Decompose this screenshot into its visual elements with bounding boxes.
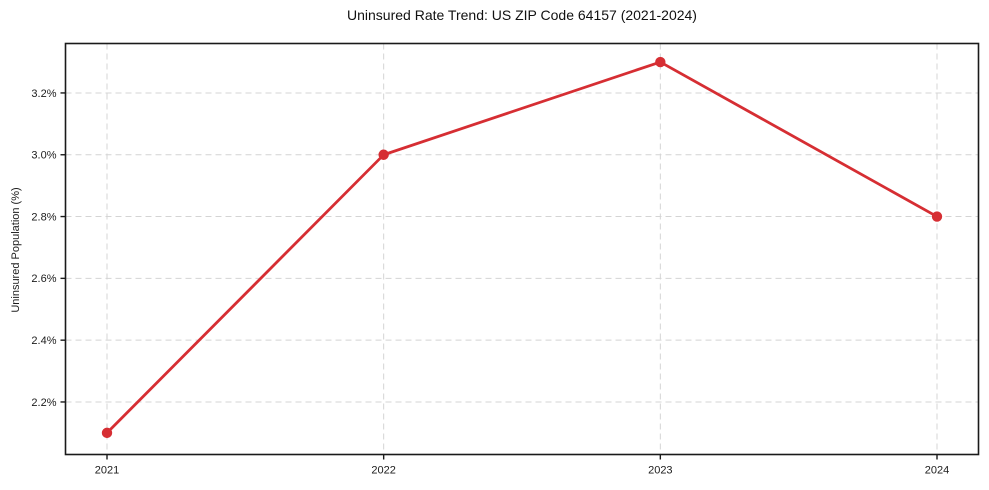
x-tick-label: 2022: [371, 465, 395, 477]
data-point: [101, 427, 113, 439]
y-tick-label: 2.6%: [31, 273, 56, 285]
y-tick-label: 3.2%: [31, 88, 56, 100]
x-tick-label: 2023: [648, 465, 672, 477]
x-tick-label: 2024: [925, 465, 949, 477]
y-tick-label: 2.8%: [31, 211, 56, 223]
chart-title: Uninsured Rate Trend: US ZIP Code 64157 …: [347, 7, 697, 23]
y-tick-label: 2.4%: [31, 335, 56, 347]
trend-line: [105, 60, 939, 435]
x-tick-label: 2021: [95, 465, 119, 477]
y-tick-label: 3.0%: [31, 150, 56, 162]
plot-border: [64, 42, 980, 456]
y-tick-label: 2.2%: [31, 397, 56, 409]
data-point: [931, 211, 943, 222]
data-point: [655, 56, 666, 68]
data-point: [378, 149, 389, 160]
